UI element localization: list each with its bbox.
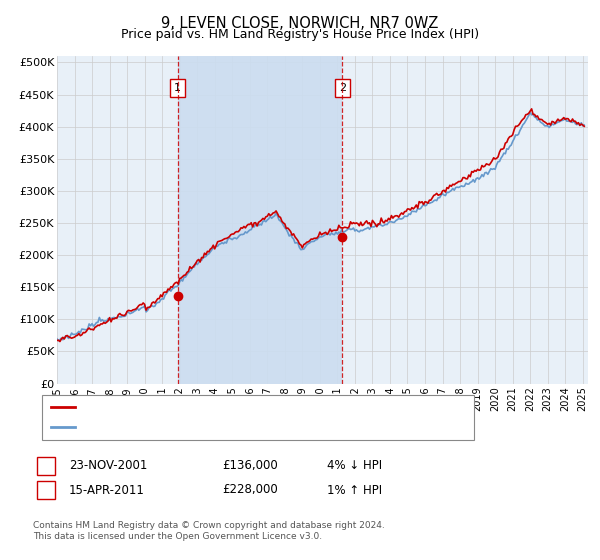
Text: 9, LEVEN CLOSE, NORWICH, NR7 0WZ: 9, LEVEN CLOSE, NORWICH, NR7 0WZ <box>161 16 439 31</box>
Text: 1: 1 <box>42 459 49 473</box>
Text: Contains HM Land Registry data © Crown copyright and database right 2024.: Contains HM Land Registry data © Crown c… <box>33 521 385 530</box>
Text: £136,000: £136,000 <box>222 459 278 473</box>
Text: HPI: Average price, detached house, Broadland: HPI: Average price, detached house, Broa… <box>81 422 344 432</box>
Text: 4% ↓ HPI: 4% ↓ HPI <box>327 459 382 473</box>
Bar <box>178 56 343 384</box>
Text: 2: 2 <box>339 83 346 93</box>
Text: 1: 1 <box>174 83 181 93</box>
Text: 1% ↑ HPI: 1% ↑ HPI <box>327 483 382 497</box>
Text: Price paid vs. HM Land Registry's House Price Index (HPI): Price paid vs. HM Land Registry's House … <box>121 28 479 41</box>
Text: 15-APR-2011: 15-APR-2011 <box>69 483 145 497</box>
Text: This data is licensed under the Open Government Licence v3.0.: This data is licensed under the Open Gov… <box>33 532 322 541</box>
Text: 23-NOV-2001: 23-NOV-2001 <box>69 459 148 473</box>
Text: 9, LEVEN CLOSE, NORWICH, NR7 0WZ (detached house): 9, LEVEN CLOSE, NORWICH, NR7 0WZ (detach… <box>81 402 394 412</box>
Text: 2: 2 <box>42 483 49 497</box>
Text: £228,000: £228,000 <box>222 483 278 497</box>
